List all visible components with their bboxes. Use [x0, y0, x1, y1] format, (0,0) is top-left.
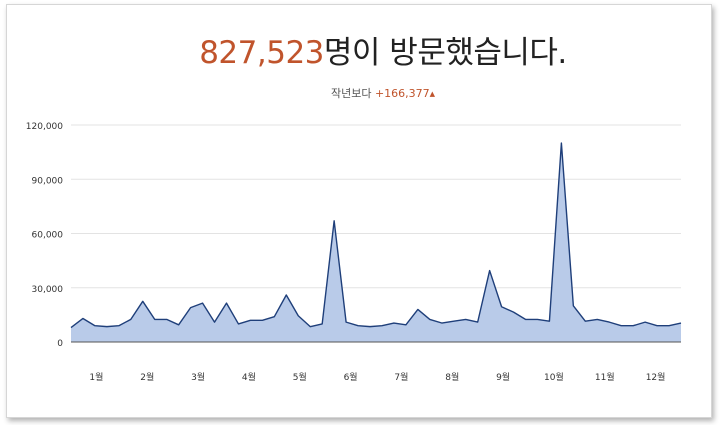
- data-point: [105, 325, 108, 328]
- data-point: [416, 308, 419, 311]
- data-point: [512, 311, 515, 314]
- data-point: [476, 321, 479, 324]
- data-point: [93, 324, 96, 327]
- x-tick-label: 11월: [595, 371, 615, 383]
- x-tick-label: 1월: [89, 371, 103, 383]
- data-point: [189, 306, 192, 309]
- data-point: [201, 302, 204, 305]
- series-line: [70, 142, 682, 329]
- data-point: [620, 324, 623, 327]
- data-point: [357, 324, 360, 327]
- x-tick-label: 9월: [496, 371, 510, 383]
- data-point: [237, 322, 240, 325]
- visitor-count: 827,523: [199, 35, 324, 71]
- data-point: [608, 321, 611, 324]
- data-point: [249, 319, 252, 322]
- data-point: [668, 324, 671, 327]
- x-tick-label: 6월: [344, 371, 358, 383]
- data-point: [309, 325, 312, 328]
- data-point: [369, 325, 372, 328]
- data-point: [165, 318, 168, 321]
- comparison-delta: +166,377: [374, 87, 430, 100]
- series-area: [71, 143, 681, 342]
- data-point: [333, 219, 336, 222]
- data-point: [225, 302, 228, 305]
- data-point: [644, 321, 647, 324]
- x-tick-label: 8월: [445, 371, 459, 383]
- visitor-headline: 827,523명이 방문했습니다.: [7, 27, 720, 72]
- data-point: [81, 317, 84, 320]
- data-point: [345, 321, 348, 324]
- data-point: [632, 324, 635, 327]
- visitor-headline-suffix: 명이 방문했습니다.: [323, 35, 567, 71]
- data-point: [680, 322, 683, 325]
- data-point: [524, 318, 527, 321]
- data-point: [452, 320, 455, 323]
- data-point: [548, 320, 551, 323]
- data-point: [572, 304, 575, 307]
- data-point: [428, 318, 431, 321]
- data-point: [321, 322, 324, 325]
- data-point: [70, 326, 73, 329]
- comparison-label: 작년보다: [330, 87, 372, 100]
- data-point: [488, 269, 491, 272]
- up-arrow-icon: ▲: [429, 90, 436, 98]
- comparison-line: 작년보다 +166,377▲: [7, 85, 720, 101]
- x-tick-label: 7월: [394, 371, 408, 383]
- visitor-area-chart: 0 30,000 60,000 90,000 120,000 1월 2월 3월 4월 5월 6월 7월…: [26, 122, 683, 383]
- x-tick-label: 4월: [242, 371, 256, 383]
- data-point: [285, 293, 288, 296]
- data-point: [440, 322, 443, 325]
- chart-panel: 827,523명이 방문했습니다. 작년보다 +166,377▲ 0 30,000…: [6, 4, 712, 418]
- y-tick-label: 120,000: [26, 122, 63, 132]
- data-point: [656, 324, 659, 327]
- data-point: [261, 319, 264, 322]
- data-point: [500, 305, 503, 308]
- data-point: [464, 318, 467, 321]
- data-point: [129, 318, 132, 321]
- data-point: [392, 322, 395, 325]
- x-tick-label: 2월: [140, 371, 154, 383]
- data-point: [596, 318, 599, 321]
- y-tick-label: 60,000: [32, 231, 64, 241]
- data-point: [213, 321, 216, 324]
- data-point: [177, 323, 180, 326]
- x-tick-label: 12월: [646, 371, 666, 383]
- x-tick-label: 5월: [293, 371, 307, 383]
- data-point: [380, 324, 383, 327]
- data-point: [141, 300, 144, 303]
- data-point: [297, 314, 300, 317]
- y-tick-label: 0: [57, 339, 63, 349]
- data-point: [117, 324, 120, 327]
- data-point: [536, 318, 539, 321]
- data-point: [584, 320, 587, 323]
- data-point: [404, 323, 407, 326]
- y-tick-label: 90,000: [32, 176, 64, 186]
- data-point: [153, 318, 156, 321]
- x-tick-label: 3월: [191, 371, 205, 383]
- x-tick-label: 10월: [544, 371, 564, 383]
- y-tick-label: 30,000: [32, 285, 64, 295]
- data-point: [560, 142, 563, 145]
- data-point: [273, 315, 276, 318]
